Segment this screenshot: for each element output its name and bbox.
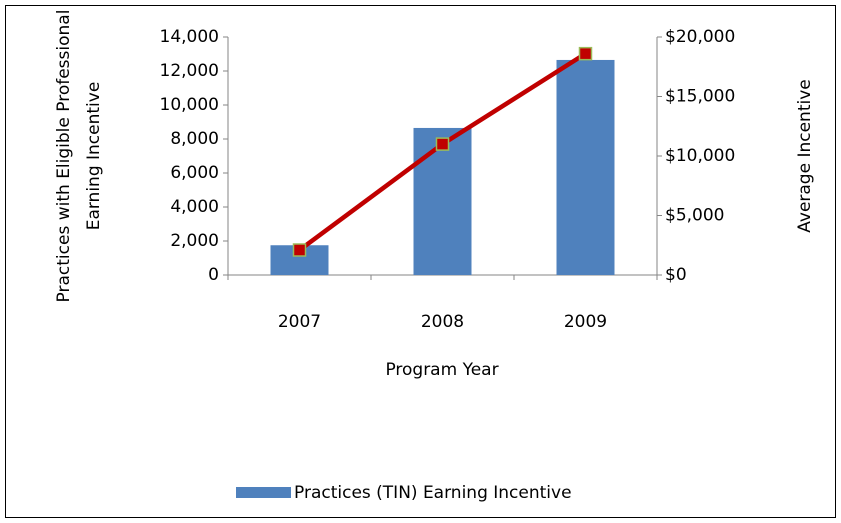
y-tick-label: 4,000 [170, 197, 219, 217]
y2-axis-title: Average Incentive [795, 79, 815, 233]
y-tick-label: 12,000 [160, 61, 219, 81]
y-tick-label: 10,000 [160, 95, 219, 115]
line-marker [578, 46, 593, 61]
bar [556, 59, 615, 276]
y-tick-label: 8,000 [170, 129, 219, 149]
legend-label: Practices (TIN) Earning Incentive [294, 483, 572, 503]
y2-tick-label: $0 [665, 265, 687, 285]
y-tick-label: 0 [208, 265, 219, 285]
x-tick-label: 2009 [564, 312, 607, 332]
y2-tick-label: $10,000 [665, 146, 735, 166]
line-marker [435, 137, 450, 151]
y-tick-label: 2,000 [170, 231, 219, 251]
y2-tick-label: $20,000 [665, 27, 735, 47]
x-tick-label: 2008 [421, 312, 464, 332]
line-marker [292, 243, 307, 257]
y-tick-label: 6,000 [170, 163, 219, 183]
y2-tick-label: $15,000 [665, 87, 735, 107]
y-tick-label: 14,000 [160, 27, 219, 47]
x-axis-title: Program Year [385, 360, 498, 380]
y-axis-title: Earning Incentive [84, 82, 104, 231]
y2-tick-label: $5,000 [665, 206, 724, 226]
y-axis-title: Practices with Eligible Professional [54, 10, 74, 303]
x-tick-label: 2007 [278, 312, 321, 332]
bar [413, 127, 472, 275]
legend-swatch [236, 487, 291, 498]
